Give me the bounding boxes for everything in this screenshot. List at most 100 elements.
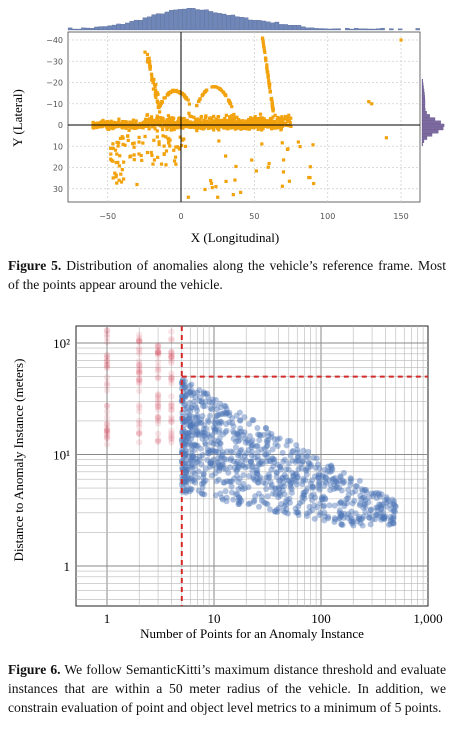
figure6-point-evaluated xyxy=(390,500,397,507)
figure5-point xyxy=(152,158,157,162)
figure6-point-evaluated xyxy=(279,474,286,481)
figure5-point xyxy=(269,124,273,128)
figure6-point-evaluated xyxy=(275,490,282,497)
figure6-point-evaluated xyxy=(299,481,306,488)
figure5-point xyxy=(213,119,218,123)
figure6-point-evaluated xyxy=(198,399,205,406)
figure5-point xyxy=(161,124,165,128)
figure6-point-evaluated xyxy=(187,423,194,430)
figure6-point-evaluated xyxy=(226,419,233,426)
figure6-point-evaluated xyxy=(222,429,229,436)
figure5-point xyxy=(384,136,388,140)
figure6-point-evaluated xyxy=(192,442,199,449)
figure6-point-evaluated xyxy=(207,460,214,467)
figure6-point-excluded xyxy=(168,374,175,382)
figure5-point xyxy=(203,187,207,192)
figure6-point-evaluated xyxy=(390,516,397,523)
figure6-point-excluded xyxy=(103,361,111,368)
figure6-point-evaluated xyxy=(390,520,397,527)
figure6-point-excluded xyxy=(168,337,175,344)
figure6-point-excluded xyxy=(154,349,162,356)
figure6-point-evaluated xyxy=(250,475,257,482)
figure5-point xyxy=(246,122,250,126)
figure6-point-evaluated xyxy=(207,449,214,456)
figure6-point-evaluated xyxy=(197,394,204,401)
figure6-point-evaluated xyxy=(385,498,392,505)
figure6-point-evaluated xyxy=(225,469,232,476)
figure6-point-evaluated xyxy=(212,448,219,455)
figure6-x-axis-label: Number of Points for an Anomaly Instance xyxy=(140,626,364,641)
figure6-point-evaluated xyxy=(359,515,366,522)
figure5-histogram-bar xyxy=(397,28,403,31)
figure5-point xyxy=(122,160,126,164)
figure6-point-excluded xyxy=(168,370,175,377)
figure5-point xyxy=(169,125,173,129)
figure6-point-evaluated xyxy=(178,393,185,400)
figure5-histogram-bar xyxy=(279,24,284,31)
figure6-point-evaluated xyxy=(209,396,216,403)
figure5-point xyxy=(274,124,278,128)
figure5-point xyxy=(157,142,161,147)
figure6-point-evaluated xyxy=(187,418,194,425)
figure5-point xyxy=(172,116,176,120)
figure6-point-evaluated xyxy=(190,477,197,484)
figure6-point-evaluated xyxy=(381,513,388,520)
figure5-histogram-bar xyxy=(362,28,368,31)
figure5-histogram-bar xyxy=(89,27,95,31)
figure6-point-excluded xyxy=(103,331,111,338)
figure6-point-evaluated xyxy=(195,487,202,494)
figure5-point xyxy=(155,99,159,103)
figure6-point-evaluated xyxy=(207,433,214,440)
figure5-point xyxy=(199,121,203,125)
figure5-point xyxy=(172,148,176,152)
figure6-point-evaluated xyxy=(200,480,207,487)
figure5-point xyxy=(221,121,225,125)
figure6-point-evaluated xyxy=(257,432,264,439)
figure6-point-evaluated xyxy=(184,466,191,473)
figure5-histogram-bar xyxy=(336,28,341,31)
figure5-y-tick-label: 0 xyxy=(58,121,63,130)
figure6-point-evaluated xyxy=(271,456,278,463)
figure6-point-evaluated xyxy=(188,405,195,412)
figure5-point xyxy=(128,120,132,124)
figure6-point-evaluated xyxy=(264,442,271,449)
figure6-point-excluded xyxy=(168,375,175,382)
figure6-point-evaluated xyxy=(358,516,365,523)
figure6-point-evaluated xyxy=(263,474,270,481)
figure6-y-tick-label: 1 xyxy=(64,559,71,574)
figure5-point xyxy=(117,178,121,182)
figure6-point-evaluated xyxy=(315,461,322,468)
figure5-point xyxy=(182,116,186,121)
figure6-point-evaluated xyxy=(182,441,189,448)
figure5-point xyxy=(256,127,260,131)
figure5-point xyxy=(130,120,134,124)
figure5-histogram-bar xyxy=(314,28,319,31)
figure5-point xyxy=(217,139,221,143)
figure6-point-evaluated xyxy=(279,487,286,494)
figure6-point-evaluated xyxy=(359,522,366,529)
figure5-point xyxy=(264,121,268,125)
figure6-point-evaluated xyxy=(275,494,282,501)
figure6-point-evaluated xyxy=(339,522,346,529)
figure6-point-evaluated xyxy=(390,498,397,505)
figure5-point xyxy=(177,90,181,94)
figure6-point-evaluated xyxy=(373,504,380,511)
figure6-point-evaluated xyxy=(303,510,310,517)
figure6-point-evaluated xyxy=(198,461,205,468)
figure6-point-excluded xyxy=(136,376,143,383)
figure6-point-evaluated xyxy=(370,493,377,500)
figure6-point-evaluated xyxy=(306,508,313,515)
figure6-point-excluded xyxy=(103,414,111,421)
figure6-point-evaluated xyxy=(186,422,193,429)
figure5-point xyxy=(289,116,293,120)
figure6-point-evaluated xyxy=(348,476,355,483)
figure6-point-evaluated xyxy=(188,429,195,436)
figure6-point-evaluated xyxy=(204,431,211,438)
figure5-point xyxy=(166,122,170,126)
figure6-point-evaluated xyxy=(290,473,297,480)
figure6-point-evaluated xyxy=(283,466,290,473)
figure5-point xyxy=(239,190,243,194)
figure6-point-evaluated xyxy=(179,428,186,435)
figure6-point-evaluated xyxy=(183,391,190,398)
figure6-point-evaluated xyxy=(239,457,246,464)
